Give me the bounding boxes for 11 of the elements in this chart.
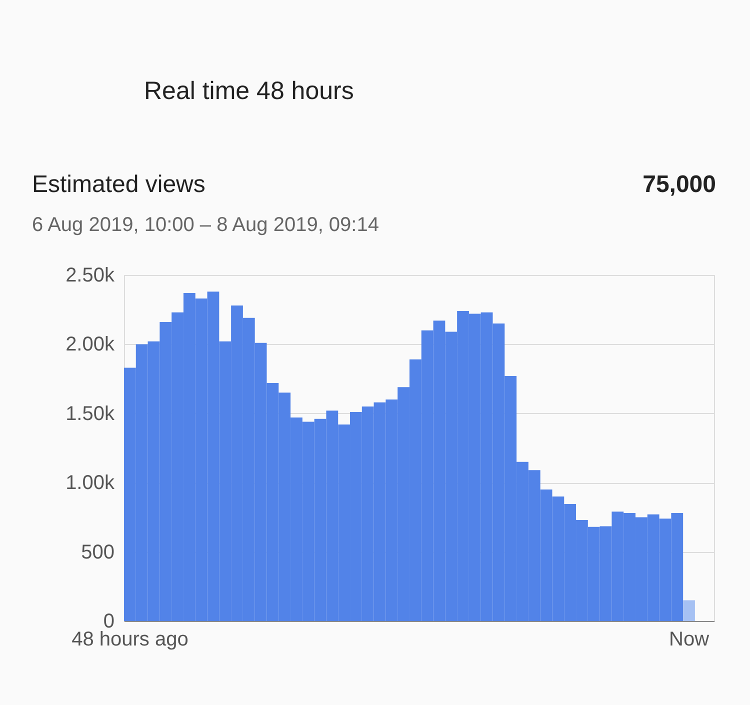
y-tick-label: 1.50k	[66, 402, 116, 425]
y-tick-label: 2.50k	[66, 264, 116, 286]
y-tick-label: 2.00k	[66, 334, 116, 356]
x-tick-label: Now	[669, 628, 710, 650]
y-tick-label: 500	[81, 541, 114, 564]
chart-subtitle: 6 Aug 2019, 10:00 – 8 Aug 2019, 09:14	[32, 214, 379, 236]
y-tick-label: 1.00k	[66, 472, 116, 494]
text: Real time 48 hours	[144, 77, 354, 105]
bar	[683, 600, 695, 621]
chart-title: Estimated views	[32, 171, 206, 198]
text: 75,000	[642, 171, 716, 198]
